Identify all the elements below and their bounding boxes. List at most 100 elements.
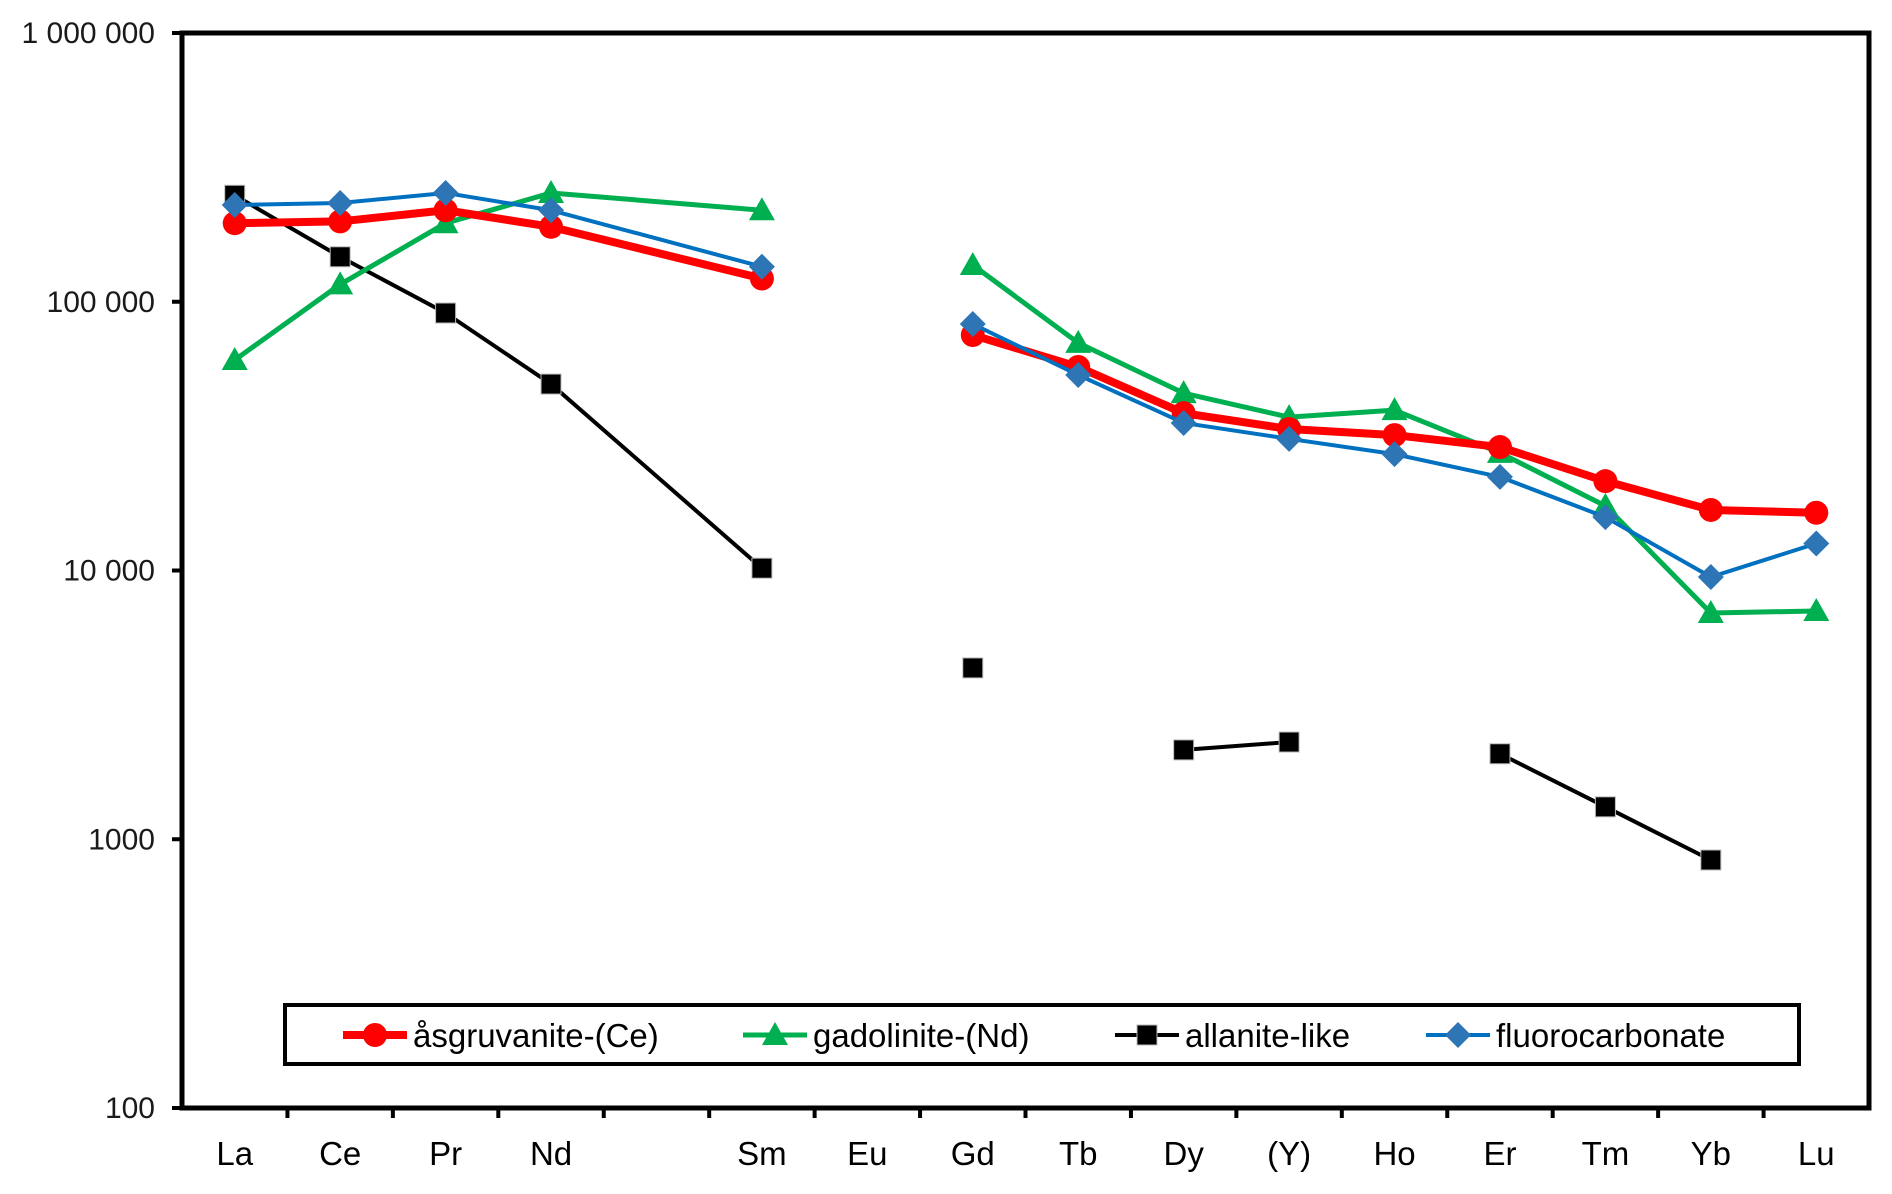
series-line-segment bbox=[1603, 515, 1713, 579]
series-line-segment bbox=[1074, 362, 1188, 418]
series-åsgruvanite-(Ce) bbox=[222, 198, 1829, 525]
series-line-segment bbox=[549, 208, 764, 269]
series-line-segment bbox=[1497, 751, 1608, 809]
legend-box bbox=[283, 1003, 1801, 1066]
data-point bbox=[221, 347, 248, 371]
x-tick-label: Ho bbox=[1373, 1135, 1415, 1172]
data-point bbox=[538, 197, 565, 224]
data-point bbox=[1804, 500, 1829, 525]
x-tick-label: Nd bbox=[530, 1135, 572, 1172]
legend: åsgruvanite-(Ce) gadolinite-(Nd) allanit… bbox=[283, 1003, 1801, 1066]
data-point bbox=[1381, 441, 1408, 468]
data-point bbox=[1065, 361, 1092, 388]
x-tick-label: Er bbox=[1483, 1135, 1516, 1172]
x-tick-label: Tb bbox=[1059, 1135, 1098, 1172]
data-point bbox=[222, 211, 247, 236]
data-point bbox=[1697, 563, 1724, 590]
x-tick-label: Ce bbox=[319, 1135, 361, 1172]
series-line-segment bbox=[970, 322, 1081, 377]
x-tick-label: Pr bbox=[429, 1135, 462, 1172]
x-tick-label: Eu bbox=[847, 1135, 887, 1172]
data-point bbox=[748, 253, 775, 280]
series-line-segment bbox=[1285, 425, 1399, 440]
series-line-segment bbox=[338, 190, 448, 206]
data-point bbox=[327, 190, 354, 217]
series-line-segment bbox=[1602, 503, 1714, 616]
series-line-segment bbox=[549, 382, 764, 571]
x-tick-label: Sm bbox=[737, 1135, 787, 1172]
series-line-segment bbox=[1392, 452, 1502, 479]
data-point bbox=[1803, 530, 1830, 557]
legend-label: gadolinite-(Nd) bbox=[813, 1017, 1029, 1054]
data-point bbox=[959, 311, 986, 338]
data-point bbox=[1065, 329, 1092, 353]
data-point bbox=[748, 197, 775, 221]
data-point bbox=[751, 557, 773, 579]
data-point bbox=[1593, 469, 1618, 494]
series-line-segment bbox=[970, 262, 1081, 346]
series-line-segment bbox=[1075, 340, 1187, 396]
series-line-segment bbox=[337, 220, 449, 287]
series-line-segment bbox=[230, 217, 345, 228]
series-line-segment bbox=[1076, 372, 1186, 425]
data-point bbox=[329, 246, 351, 268]
data-point bbox=[435, 302, 457, 324]
series-line-segment bbox=[1287, 436, 1397, 457]
data-point bbox=[432, 179, 459, 206]
data-point bbox=[1489, 743, 1511, 765]
x-tick-label: Lu bbox=[1798, 1135, 1835, 1172]
data-point bbox=[1592, 504, 1619, 531]
series-line-segment bbox=[1179, 409, 1294, 434]
x-tick-label: Gd bbox=[951, 1135, 995, 1172]
series-line-segment bbox=[1181, 390, 1292, 420]
y-tick-label: 1000 bbox=[88, 823, 155, 856]
x-tick-label: (Y) bbox=[1267, 1135, 1311, 1172]
data-point bbox=[1697, 599, 1724, 623]
series-line-segment bbox=[1390, 431, 1504, 452]
series-line-segment bbox=[443, 190, 554, 213]
data-point bbox=[1382, 423, 1407, 448]
series-line-segment bbox=[232, 201, 343, 208]
series-line-segment bbox=[1286, 407, 1398, 420]
data-point bbox=[1278, 731, 1300, 753]
data-point bbox=[1700, 849, 1722, 871]
legend-marker bbox=[1136, 1024, 1158, 1046]
y-axis-tick-labels: 1 000 000 100 000 10 000 1000 100 bbox=[22, 17, 155, 1125]
data-point bbox=[1381, 397, 1408, 421]
y-tick-label: 10 000 bbox=[63, 555, 155, 588]
x-tick-label: La bbox=[216, 1135, 253, 1172]
data-point bbox=[1486, 463, 1513, 490]
data-point bbox=[328, 209, 353, 234]
x-tick-label: Yb bbox=[1691, 1135, 1731, 1172]
series-line-segment bbox=[548, 190, 765, 213]
legend-label: allanite-like bbox=[1185, 1017, 1350, 1054]
series-line-segment bbox=[1708, 608, 1819, 616]
data-point bbox=[1170, 409, 1197, 436]
series-line-segment bbox=[441, 206, 556, 231]
legend-marker bbox=[762, 1022, 788, 1045]
series-line-segment bbox=[1706, 505, 1821, 517]
series-line-segment bbox=[1497, 450, 1608, 509]
series-line-segment bbox=[232, 281, 343, 363]
data-point bbox=[1170, 380, 1197, 404]
data-point bbox=[221, 192, 248, 219]
y-tick-label: 100 bbox=[105, 1092, 155, 1125]
data-point bbox=[1487, 435, 1512, 460]
series-line-segment bbox=[338, 254, 448, 316]
series-line-segment bbox=[1601, 477, 1715, 514]
legend-label: fluorocarbonate bbox=[1496, 1017, 1725, 1054]
data-point bbox=[433, 198, 458, 223]
x-tick-label: Tm bbox=[1582, 1135, 1630, 1172]
legend-marker bbox=[363, 1023, 387, 1047]
series-line-segment bbox=[1708, 541, 1819, 579]
series-line-segment bbox=[336, 206, 450, 226]
series-line-segment bbox=[1495, 443, 1610, 486]
x-tick-label: Dy bbox=[1163, 1135, 1204, 1172]
series-line-segment bbox=[443, 190, 554, 226]
data-point bbox=[1594, 796, 1616, 818]
series-line-segment bbox=[1497, 474, 1608, 520]
data-point bbox=[1803, 597, 1830, 621]
series-line-segment bbox=[547, 222, 766, 283]
legend-label: åsgruvanite-(Ce) bbox=[413, 1017, 659, 1054]
